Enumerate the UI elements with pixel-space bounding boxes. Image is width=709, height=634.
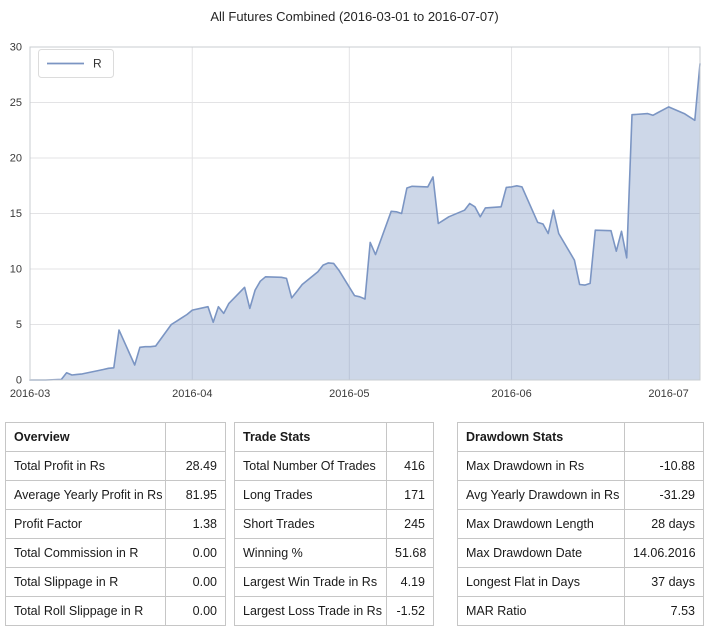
table-row: Longest Flat in Days 37 days	[457, 567, 704, 597]
table-row: Max Drawdown in Rs -10.88	[457, 451, 704, 481]
stat-value: 51.68	[386, 538, 434, 568]
stat-value: 81.95	[165, 480, 226, 510]
table-row: Largest Win Trade in Rs 4.19	[234, 567, 434, 597]
stat-label: Max Drawdown in Rs	[457, 451, 625, 481]
stat-label: Max Drawdown Date	[457, 538, 625, 568]
stat-value: 1.38	[165, 509, 226, 539]
table-title: Trade Stats	[234, 422, 387, 452]
x-tick-label: 2016-05	[329, 388, 369, 400]
table-title-spacer	[386, 422, 434, 452]
table-row: Total Roll Slippage in R 0.00	[5, 596, 226, 626]
table-title-spacer	[165, 422, 226, 452]
stat-value: 0.00	[165, 567, 226, 597]
stat-value: 0.00	[165, 538, 226, 568]
x-tick-label: 2016-06	[491, 388, 531, 400]
table-row: Winning % 51.68	[234, 538, 434, 568]
table-title: Drawdown Stats	[457, 422, 625, 452]
stat-label: Total Slippage in R	[5, 567, 166, 597]
table-row: Max Drawdown Date 14.06.2016	[457, 538, 704, 568]
stat-value: -31.29	[624, 480, 704, 510]
stat-label: Total Commission in R	[5, 538, 166, 568]
table-row: Total Number Of Trades 416	[234, 451, 434, 481]
stat-label: Max Drawdown Length	[457, 509, 625, 539]
stat-value: 416	[386, 451, 434, 481]
y-tick-label: 15	[10, 208, 22, 220]
stat-value: 28 days	[624, 509, 704, 539]
stat-label: Long Trades	[234, 480, 387, 510]
table-row: Max Drawdown Length 28 days	[457, 509, 704, 539]
stat-label: Total Roll Slippage in R	[5, 596, 166, 626]
plot-border	[29, 46, 701, 381]
stat-value: 4.19	[386, 567, 434, 597]
stat-label: Total Profit in Rs	[5, 451, 166, 481]
stat-value: 0.00	[165, 596, 226, 626]
stats-tables: Overview Total Profit in Rs 28.49 Average Y…	[5, 422, 705, 626]
table-header-row: Trade Stats	[234, 422, 434, 452]
stat-value: -10.88	[624, 451, 704, 481]
stat-label: Average Yearly Profit in Rs	[5, 480, 166, 510]
legend: R	[38, 49, 114, 78]
stat-value: 171	[386, 480, 434, 510]
drawdown-stats-table: Drawdown Stats Max Drawdown in Rs -10.88 Av…	[457, 422, 704, 626]
stat-label: Largest Loss Trade in Rs	[234, 596, 387, 626]
table-title: Overview	[5, 422, 166, 452]
legend-label: R	[93, 57, 102, 71]
stat-label: Avg Yearly Drawdown in Rs	[457, 480, 625, 510]
y-tick-label: 10	[10, 264, 22, 276]
stat-value: 7.53	[624, 596, 704, 626]
table-row: Avg Yearly Drawdown in Rs -31.29	[457, 480, 704, 510]
y-axis-tick-labels: 0 5 10 15 20 25 30	[10, 42, 22, 387]
y-tick-label: 20	[10, 153, 22, 165]
y-tick-label: 5	[16, 319, 22, 331]
y-tick-label: 30	[10, 42, 22, 54]
x-tick-label: 2016-07	[648, 388, 688, 400]
table-row: Largest Loss Trade in Rs -1.52	[234, 596, 434, 626]
stat-label: Longest Flat in Days	[457, 567, 625, 597]
table-header-row: Overview	[5, 422, 226, 452]
table-header-row: Drawdown Stats	[457, 422, 704, 452]
table-row: Average Yearly Profit in Rs 81.95	[5, 480, 226, 510]
stat-label: Short Trades	[234, 509, 387, 539]
table-row: MAR Ratio 7.53	[457, 596, 704, 626]
table-row: Short Trades 245	[234, 509, 434, 539]
table-row: Total Commission in R 0.00	[5, 538, 226, 568]
overview-table: Overview Total Profit in Rs 28.49 Average Y…	[5, 422, 226, 626]
stat-value: -1.52	[386, 596, 434, 626]
stat-value: 245	[386, 509, 434, 539]
stat-label: Largest Win Trade in Rs	[234, 567, 387, 597]
chart-title: All Futures Combined (2016-03-01 to 2016…	[210, 9, 499, 24]
stat-value: 37 days	[624, 567, 704, 597]
trade-stats-table: Trade Stats Total Number Of Trades 416 Long…	[234, 422, 434, 626]
stat-value: 14.06.2016	[624, 538, 704, 568]
x-tick-label: 2016-03	[10, 388, 50, 400]
y-tick-label: 0	[16, 375, 22, 387]
y-tick-label: 25	[10, 97, 22, 109]
stat-label: Profit Factor	[5, 509, 166, 539]
table-row: Total Slippage in R 0.00	[5, 567, 226, 597]
x-tick-label: 2016-04	[172, 388, 212, 400]
x-axis-tick-labels: 2016-03 2016-04 2016-05 2016-06 2016-07	[10, 388, 689, 400]
equity-area-fill	[30, 63, 700, 381]
table-row: Profit Factor 1.38	[5, 509, 226, 539]
table-row: Total Profit in Rs 28.49	[5, 451, 226, 481]
equity-line	[29, 62, 701, 381]
table-row: Long Trades 171	[234, 480, 434, 510]
stat-label: Total Number Of Trades	[234, 451, 387, 481]
stat-label: MAR Ratio	[457, 596, 625, 626]
equity-curve-chart: 0 5 10 15 20 25 30 2016-03 2016-04 2016-05 2016-06…	[10, 42, 701, 400]
stat-value: 28.49	[165, 451, 226, 481]
table-title-spacer	[624, 422, 704, 452]
stat-label: Winning %	[234, 538, 387, 568]
